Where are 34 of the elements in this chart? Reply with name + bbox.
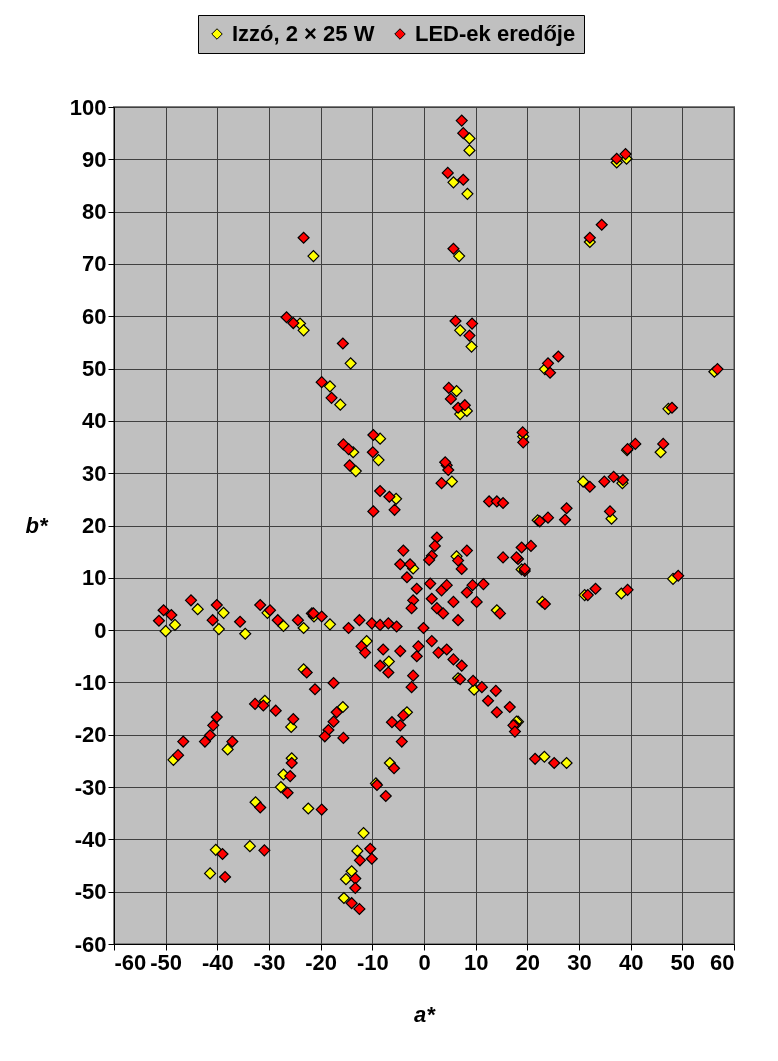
y-tick-label: 20 xyxy=(82,513,107,538)
y-tick-label: 70 xyxy=(82,251,107,277)
legend-label: LED-ek eredője xyxy=(415,21,576,46)
y-tick-label: 10 xyxy=(82,565,107,591)
x-tick-label: -10 xyxy=(356,949,389,975)
y-tick-label: -50 xyxy=(74,879,107,905)
x-tick-label: 50 xyxy=(670,949,696,975)
legend-label: Izzó, 2 × 25 W xyxy=(232,21,375,46)
x-tick-label: -20 xyxy=(305,949,338,975)
y-tick-label: -30 xyxy=(74,774,107,800)
y-axis-title: b* xyxy=(25,513,49,538)
y-tick-label: 100 xyxy=(69,94,107,120)
y-tick-label: -60 xyxy=(74,931,107,957)
y-tick-label: 80 xyxy=(82,199,107,225)
x-tick-label: -40 xyxy=(201,949,234,975)
x-tick-label: -30 xyxy=(253,949,286,975)
x-tick-label: 40 xyxy=(618,949,644,975)
y-tick-label: -20 xyxy=(74,722,107,748)
x-tick-label: 0 xyxy=(418,949,431,975)
x-tick-label: 20 xyxy=(515,949,541,975)
y-tick-label: 0 xyxy=(94,617,107,643)
y-tick-label: 90 xyxy=(82,146,107,172)
y-tick-label: 60 xyxy=(82,303,107,329)
y-tick-label: 40 xyxy=(82,408,107,434)
y-tick-label: 30 xyxy=(82,460,107,486)
x-tick-label: -60 xyxy=(114,949,147,975)
y-tick-label: -10 xyxy=(74,669,107,695)
x-tick-label: 10 xyxy=(463,949,489,975)
x-tick-label: 60 xyxy=(710,949,735,975)
y-tick-label: -40 xyxy=(74,826,107,852)
x-axis-title: a* xyxy=(414,1001,437,1027)
x-tick-label: -50 xyxy=(150,949,183,975)
y-tick-label: 50 xyxy=(82,356,107,382)
x-tick-label: 30 xyxy=(567,949,592,975)
